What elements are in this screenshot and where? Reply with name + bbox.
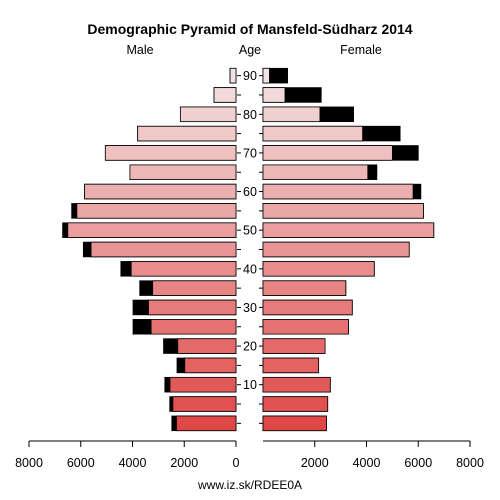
- x-tick-label: 8000: [15, 456, 43, 470]
- female-bar: [262, 261, 375, 277]
- female-bar: [262, 67, 270, 84]
- age-tick-label: 80: [243, 108, 257, 122]
- male-bar: [229, 67, 237, 84]
- x-tick-label: 4000: [353, 456, 381, 470]
- age-label: Age: [239, 43, 261, 57]
- source-footer: www.iz.sk/RDEE0A: [197, 478, 303, 492]
- male-bar: [84, 183, 237, 200]
- male-bar: [104, 145, 237, 161]
- male-bar: [177, 338, 237, 354]
- female-bar: [262, 164, 369, 180]
- age-tick-label: 20: [243, 340, 257, 354]
- female-bar: [262, 106, 321, 123]
- female-bar: [262, 241, 410, 258]
- female-bar: [262, 396, 329, 412]
- male-bar: [172, 396, 237, 412]
- x-tick-label: 6000: [67, 456, 95, 470]
- x-tick-label: 6000: [404, 456, 432, 470]
- x-tick-label: 2000: [170, 456, 198, 470]
- male-bar: [137, 125, 237, 142]
- male-bar: [213, 87, 237, 103]
- male-bar: [176, 415, 237, 432]
- male-label: Male: [126, 43, 153, 57]
- male-bar: [130, 261, 237, 277]
- male-bar: [169, 376, 237, 393]
- age-tick-label: 10: [243, 378, 257, 392]
- x-tick-label: 0: [233, 456, 240, 470]
- female-bar: [262, 280, 347, 296]
- x-tick-label: 8000: [456, 456, 484, 470]
- male-bar: [179, 106, 237, 123]
- chart-title: Demographic Pyramid of Mansfeld-Südharz …: [87, 21, 412, 37]
- female-bar: [262, 299, 353, 316]
- female-bar: [262, 338, 326, 354]
- female-bar: [262, 357, 320, 374]
- female-bar: [262, 222, 435, 238]
- male-bar: [76, 203, 237, 219]
- female-bar: [262, 319, 349, 335]
- female-bar: [262, 203, 424, 219]
- age-tick-label: 70: [243, 146, 257, 160]
- male-bar: [90, 241, 237, 258]
- female-bar: [262, 125, 364, 142]
- female-bar: [262, 376, 331, 393]
- female-label: Female: [340, 43, 382, 57]
- male-bar: [150, 319, 237, 335]
- age-tick-label: 50: [243, 224, 257, 238]
- male-bar: [129, 164, 237, 180]
- female-bar: [262, 415, 327, 432]
- male-bar: [148, 299, 237, 316]
- female-bar: [262, 87, 286, 103]
- male-bar: [67, 222, 237, 238]
- male-bar: [184, 357, 237, 374]
- male-bar: [152, 280, 237, 296]
- age-tick-label: 30: [243, 301, 257, 315]
- age-tick-label: 40: [243, 262, 257, 276]
- age-tick-label: 90: [243, 69, 257, 83]
- age-tick-label: 60: [243, 185, 257, 199]
- x-tick-label: 4000: [119, 456, 147, 470]
- female-bar: [262, 145, 393, 161]
- female-bar: [262, 183, 414, 200]
- x-tick-label: 2000: [301, 456, 329, 470]
